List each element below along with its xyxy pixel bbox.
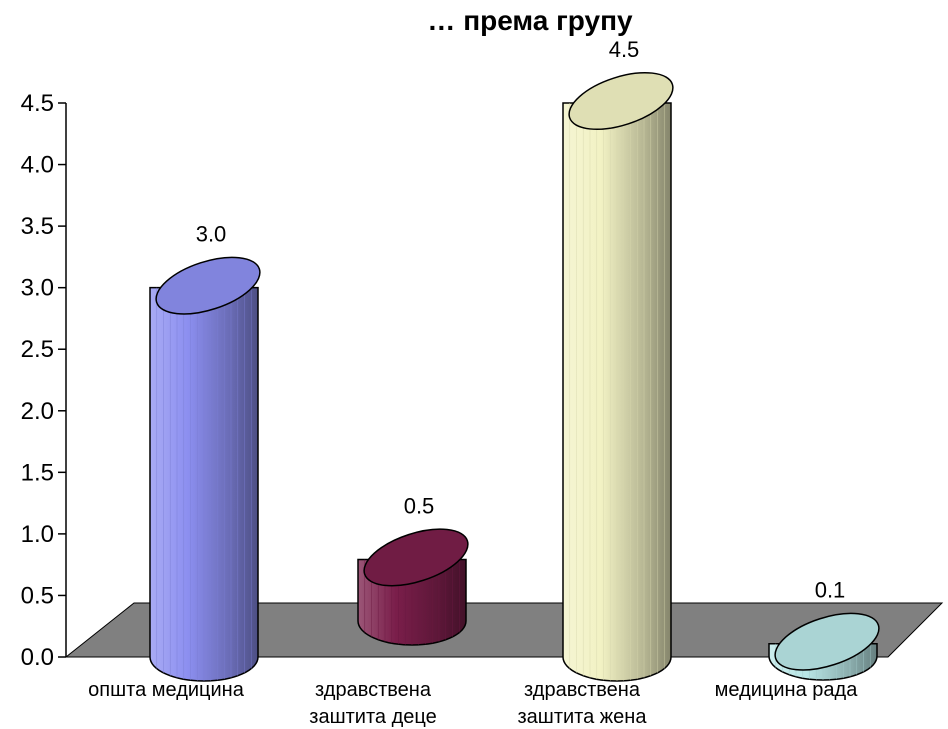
data-labels-group: 3.0 0.5 4.5 0.1 bbox=[196, 37, 846, 603]
bar-top bbox=[155, 256, 261, 315]
bars-group bbox=[149, 71, 880, 682]
y-tick-label: 3.0 bbox=[21, 275, 54, 302]
y-tick-label: 1.5 bbox=[21, 459, 54, 486]
y-tick-label: 2.5 bbox=[21, 336, 54, 363]
category-labels-group: општа медицина здравствена заштита деце здр… bbox=[88, 679, 858, 728]
y-axis: 0.0 0.5 1.0 1.5 2.0 2.5 3.0 3.5 4.0 4.5 bbox=[21, 90, 67, 671]
y-tick-label: 1.0 bbox=[21, 521, 54, 548]
y-tick-label: 4.0 bbox=[21, 152, 54, 179]
y-tick-label: 0.5 bbox=[21, 582, 54, 609]
category-label: општа медицина bbox=[88, 679, 245, 701]
y-tick-label: 0.0 bbox=[21, 644, 54, 671]
category-label: заштита жена bbox=[518, 706, 648, 728]
category-label: здравствена bbox=[524, 679, 641, 701]
category-label: заштита деце bbox=[309, 706, 436, 728]
data-label: 4.5 bbox=[609, 37, 640, 62]
bar-top bbox=[568, 71, 674, 131]
category-label: медицина рада bbox=[715, 679, 859, 701]
data-label: 0.1 bbox=[815, 578, 846, 603]
y-tick-label: 2.0 bbox=[21, 398, 54, 425]
bar-2 bbox=[562, 71, 674, 682]
data-label: 3.0 bbox=[196, 222, 227, 247]
category-label: здравствена bbox=[315, 679, 432, 701]
chart-title: … према групу bbox=[427, 5, 633, 36]
bar-top bbox=[774, 612, 880, 671]
bar-3 bbox=[768, 612, 880, 681]
y-tick-label: 4.5 bbox=[21, 90, 54, 117]
bar-1 bbox=[357, 528, 469, 646]
bar-0 bbox=[149, 256, 261, 682]
bar-top bbox=[363, 528, 469, 587]
y-tick-label: 3.5 bbox=[21, 213, 54, 240]
data-label: 0.5 bbox=[404, 493, 435, 518]
